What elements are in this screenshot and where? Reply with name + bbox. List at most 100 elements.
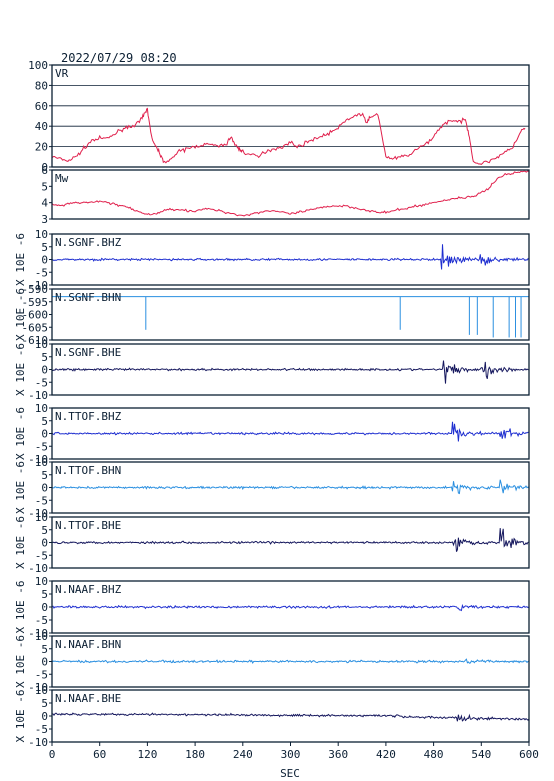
x-tick-label: 360 bbox=[328, 748, 348, 761]
y-tick-label: 5 bbox=[41, 588, 48, 601]
series-line-vr bbox=[51, 107, 526, 165]
panel-frame bbox=[51, 169, 530, 220]
x-axis: 0 60 120 180 240 300 360 420 480 540 600 bbox=[49, 742, 539, 761]
y-tick-label: 10 bbox=[35, 402, 48, 415]
trace-line bbox=[51, 603, 530, 612]
y-tick-label: 3 bbox=[41, 213, 48, 226]
y-axis-label: X 10E -6 bbox=[14, 343, 27, 396]
y-tick-label: -5 bbox=[35, 376, 48, 389]
panel-frame bbox=[51, 407, 530, 460]
x-tick-label: 480 bbox=[424, 748, 444, 761]
y-tick-label: -10 bbox=[28, 453, 48, 466]
y-tick-label: 10 bbox=[35, 228, 48, 241]
y-tick-label: -605 bbox=[22, 321, 49, 334]
y-tick-label: -590 bbox=[22, 283, 49, 296]
y-axis-label: X 10E -6 bbox=[14, 407, 27, 460]
trace-line bbox=[51, 712, 530, 722]
panel-frame bbox=[51, 580, 530, 634]
y-tick-label: -5 bbox=[35, 266, 48, 279]
y-tick-label: -10 bbox=[28, 562, 48, 575]
y-tick-label: -595 bbox=[22, 296, 49, 309]
y-tick-label: 10 bbox=[35, 456, 48, 469]
x-tick-label: 420 bbox=[376, 748, 396, 761]
panel-vr: 100 80 60 40 20 0 VR bbox=[28, 59, 530, 174]
y-tick-label: 5 bbox=[41, 351, 48, 364]
panel-label: Mw bbox=[55, 172, 69, 185]
y-tick-label: -5 bbox=[35, 549, 48, 562]
x-tick-label: 540 bbox=[471, 748, 491, 761]
y-tick-label: 0 bbox=[41, 254, 48, 267]
y-tick-label: 0 bbox=[41, 364, 48, 377]
y-tick-label: 5 bbox=[41, 697, 48, 710]
panel-label: N.SGNF.BHE bbox=[55, 346, 121, 359]
y-tick-label: 10 bbox=[35, 630, 48, 643]
y-tick-label: -10 bbox=[28, 389, 48, 402]
y-tick-label: 20 bbox=[35, 141, 48, 154]
trace-line bbox=[51, 421, 530, 442]
panel-label: N.NAAF.BHE bbox=[55, 692, 121, 705]
y-axis-label: X 10E -6 bbox=[14, 288, 27, 341]
panel-frame bbox=[51, 343, 530, 396]
y-tick-label: 0 bbox=[41, 482, 48, 495]
trace-line bbox=[51, 658, 530, 665]
y-axis-label: X 10E -6 bbox=[14, 233, 27, 286]
y-tick-label: -10 bbox=[28, 279, 48, 292]
panel-label: N.TTOF.BHZ bbox=[55, 410, 122, 423]
y-tick-label: 0 bbox=[41, 428, 48, 441]
y-tick-label: 0 bbox=[41, 161, 48, 174]
panel-label: N.SGNF.BHN bbox=[55, 291, 121, 304]
y-axis-label: X 10E -6 bbox=[14, 461, 27, 514]
panel-frame bbox=[51, 516, 530, 569]
y-tick-label: -5 bbox=[35, 494, 48, 507]
y-axis-label: X 10E -6 bbox=[14, 516, 27, 569]
y-tick-label: 5 bbox=[41, 180, 48, 193]
x-tick-label: 180 bbox=[185, 748, 205, 761]
y-tick-label: -5 bbox=[35, 614, 48, 627]
y-tick-label: 80 bbox=[35, 79, 48, 92]
y-tick-label: -5 bbox=[35, 440, 48, 453]
x-tick-label: 60 bbox=[93, 748, 106, 761]
y-tick-label: 5 bbox=[41, 241, 48, 254]
panel-frame bbox=[51, 233, 530, 286]
panel-label: VR bbox=[55, 67, 69, 80]
x-tick-label: 240 bbox=[233, 748, 253, 761]
x-axis-label: SEC bbox=[280, 767, 300, 780]
y-tick-label: 40 bbox=[35, 120, 48, 133]
panel-frame bbox=[51, 461, 530, 514]
y-tick-label: 0 bbox=[41, 710, 48, 723]
y-tick-label: 5 bbox=[41, 469, 48, 482]
x-tick-label: 600 bbox=[519, 748, 539, 761]
y-tick-label: 10 bbox=[35, 684, 48, 697]
y-tick-label: 0 bbox=[41, 601, 48, 614]
y-tick-label: -10 bbox=[28, 507, 48, 520]
y-tick-label: -600 bbox=[22, 309, 49, 322]
y-tick-label: -10 bbox=[28, 627, 48, 640]
y-tick-label: 5 bbox=[41, 415, 48, 428]
panel-label: N.NAAF.BHZ bbox=[55, 583, 122, 596]
y-tick-label: 100 bbox=[28, 59, 48, 72]
y-tick-label: -10 bbox=[28, 736, 48, 749]
x-tick-label: 300 bbox=[281, 748, 301, 761]
y-tick-label: 10 bbox=[35, 338, 48, 351]
panel-mw: 6 5 4 3 Mw bbox=[41, 164, 530, 226]
y-tick-label: -610 bbox=[22, 334, 49, 347]
y-tick-label: 0 bbox=[41, 537, 48, 550]
panel-label: N.TTOF.BHE bbox=[55, 519, 121, 532]
panel-label: N.NAAF.BHN bbox=[55, 638, 121, 651]
trace-line bbox=[52, 360, 530, 384]
y-tick-label: 5 bbox=[41, 643, 48, 656]
series-line-mw bbox=[51, 170, 530, 217]
x-tick-label: 0 bbox=[49, 748, 56, 761]
x-tick-label: 120 bbox=[137, 748, 157, 761]
